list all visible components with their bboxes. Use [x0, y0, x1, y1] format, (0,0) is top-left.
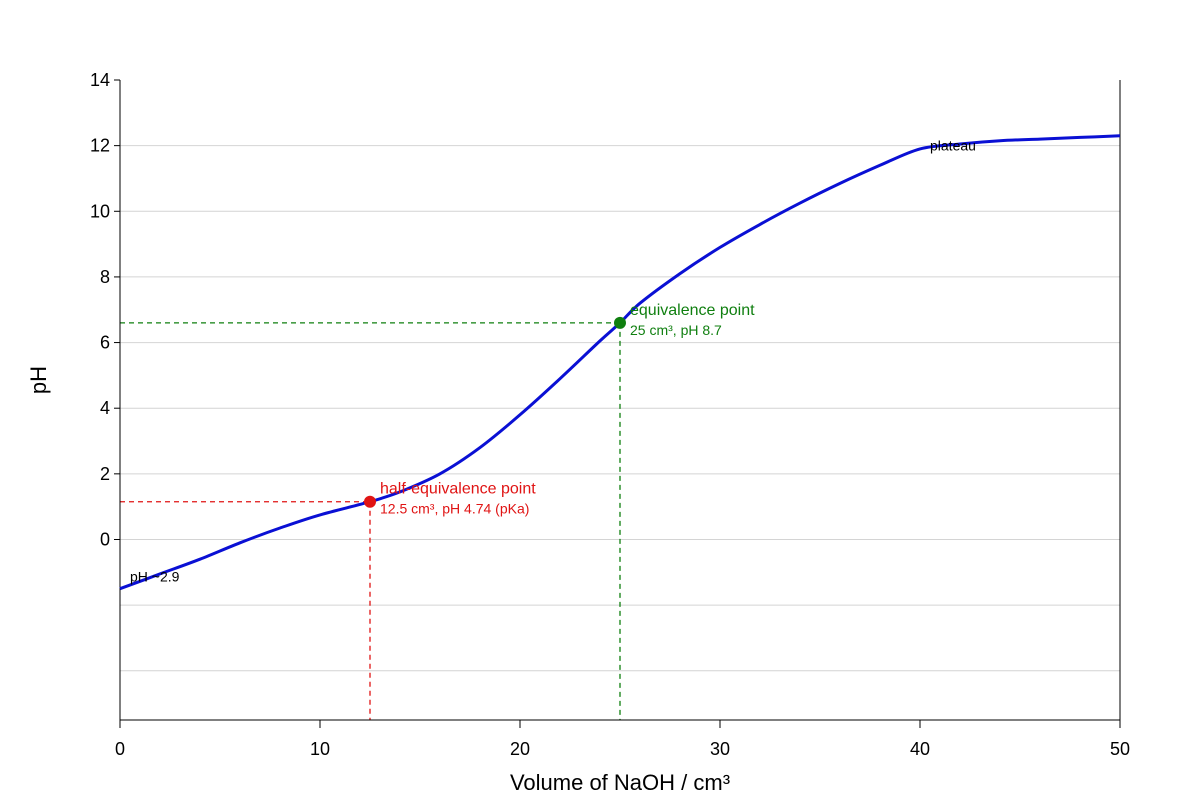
x-tick-label: 0	[115, 739, 125, 759]
x-tick-label: 50	[1110, 739, 1130, 759]
half-equivalence-sublabel: 12.5 cm³, pH 4.74 (pKa)	[380, 501, 529, 517]
y-tick-label: 8	[100, 267, 110, 287]
half-equivalence-point-marker	[364, 495, 376, 508]
y-tick-label: 4	[100, 398, 110, 418]
y-tick-label: 14	[90, 70, 110, 90]
y-axis-label: pH	[26, 366, 51, 394]
x-tick-label: 30	[710, 739, 730, 759]
y-ticks: 0 2 4 6 8 10 12 14	[90, 70, 120, 549]
x-tick-label: 10	[310, 739, 330, 759]
x-tick-label: 40	[910, 739, 930, 759]
y-tick-label: 12	[90, 136, 110, 156]
y-tick-label: 6	[100, 333, 110, 353]
y-tick-label: 2	[100, 464, 110, 484]
equivalence-label: equivalence point	[630, 302, 755, 319]
x-axis-label: Volume of NaOH / cm³	[510, 770, 730, 795]
start-ph-annotation: pH ~2.9	[130, 569, 180, 585]
half-equivalence-label: half-equivalence point	[380, 481, 536, 498]
equivalence-sublabel: 25 cm³, pH 8.7	[630, 322, 722, 338]
plateau-annotation: plateau	[930, 138, 976, 154]
x-tick-label: 20	[510, 739, 530, 759]
equivalence-point-marker	[614, 316, 626, 329]
y-tick-label: 0	[100, 529, 110, 549]
guide-lines	[120, 322, 621, 720]
y-tick-label: 10	[90, 201, 110, 221]
x-ticks: 0 10 20 30 40 50	[115, 720, 1130, 759]
